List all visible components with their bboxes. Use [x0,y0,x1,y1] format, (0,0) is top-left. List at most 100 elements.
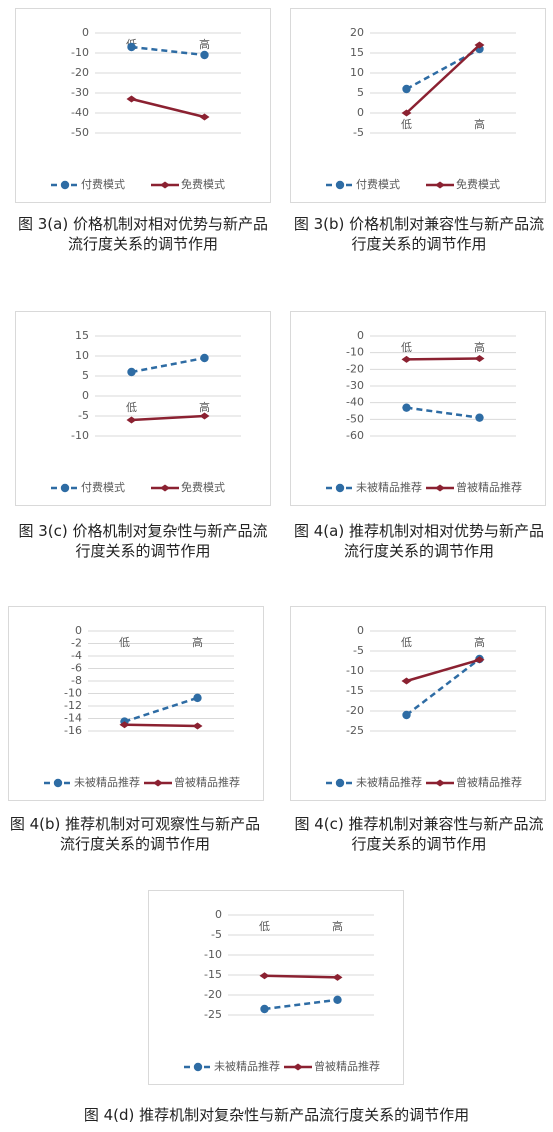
x-tick-label: 高 [192,635,203,649]
x-tick-label: 低 [401,636,412,649]
legend-marker [435,484,445,492]
x-tick-label: 高 [474,340,485,354]
chart-panel: 0-10-20-30-40-50低高付费模式免费模式 [15,8,271,203]
data-point [474,656,485,664]
y-tick-label: -4 [71,649,82,662]
panel-border [290,311,546,506]
series-line [405,658,481,716]
data-point [332,973,343,981]
y-tick-label: -5 [78,409,89,422]
legend-marker [293,1063,303,1071]
y-tick-label: -20 [346,704,364,717]
legend-label: 曾被精品推荐 [456,775,522,789]
data-point [474,355,485,362]
y-tick-label: -10 [204,948,222,961]
data-point [401,109,412,117]
data-point [333,995,342,1004]
y-tick-label: 0 [215,908,222,921]
series-line [131,414,205,422]
legend-label: 免费模式 [456,177,500,191]
figure-caption: 图 4(b) 推荐机制对可观察性与新产品流行度关系的调节作用 [9,815,261,853]
x-tick-label: 低 [401,118,412,131]
legend-label: 曾被精品推荐 [456,480,522,494]
legend-marker [60,180,70,190]
series-line [131,356,205,374]
y-tick-label: -5 [353,644,364,657]
legend-label: 未被精品推荐 [356,775,422,789]
legend-label: 付费模式 [356,178,400,191]
panel-border [148,890,404,1085]
y-tick-label: -25 [346,724,364,737]
x-tick-label: 高 [199,400,210,414]
data-point [126,95,137,103]
data-point [475,413,484,422]
legend-marker [435,181,445,189]
x-tick-label: 低 [119,636,130,649]
data-point [402,84,411,94]
data-point [199,113,210,121]
legend-marker [193,1062,203,1072]
y-tick-label: -15 [346,684,364,697]
x-tick-label: 低 [259,920,270,933]
legend-marker [160,484,170,492]
legend-marker [153,779,163,787]
y-tick-label: -10 [71,429,89,442]
series-line [406,658,480,683]
y-tick-label: -14 [64,712,82,725]
y-tick-label: -10 [71,46,89,59]
figure-caption: 图 3(a) 价格机制对相对优势与新产品流行度关系的调节作用 [18,215,268,253]
series-line [405,44,481,114]
y-tick-label: 0 [75,624,82,637]
data-point [126,416,137,424]
data-point [402,710,411,720]
y-tick-label: 5 [357,86,364,99]
panel-border [290,606,546,801]
legend-marker [53,778,63,788]
data-point [401,355,412,363]
y-tick-label: 15 [350,46,364,59]
y-tick-label: 0 [82,26,89,39]
x-tick-label: 高 [474,117,485,131]
figure-caption: 图 4(c) 推荐机制对兼容性与新产品流行度关系的调节作用 [294,815,544,853]
legend-marker [335,778,345,788]
y-tick-label: -5 [353,126,364,139]
y-tick-label: -50 [71,126,89,139]
y-tick-label: -20 [204,988,222,1001]
x-tick-label: 高 [474,635,485,649]
y-tick-label: 0 [357,624,364,637]
y-tick-label: 5 [82,369,89,382]
y-tick-label: -10 [346,346,364,359]
y-tick-label: 10 [75,349,89,362]
y-tick-label: -25 [204,1008,222,1021]
y-tick-label: -6 [71,662,82,675]
data-point [401,677,412,685]
legend-label: 付费模式 [81,178,125,191]
data-point [127,42,136,52]
legend-marker [335,180,345,190]
figure-caption: 图 4(d) 推荐机制对复杂性与新产品流行度关系的调节作用 [83,1106,470,1124]
y-tick-label: 0 [357,106,364,119]
figure-caption: 图 3(b) 价格机制对兼容性与新产品流行度关系的调节作用 [293,215,545,253]
y-tick-label: -16 [64,724,82,737]
y-tick-label: -30 [71,86,89,99]
y-tick-label: -40 [71,106,89,119]
legend-label: 曾被精品推荐 [174,775,240,789]
figure-caption: 图 4(a) 推荐机制对相对优势与新产品流行度关系的调节作用 [294,522,544,560]
y-tick-label: -60 [346,429,364,442]
legend-label: 曾被精品推荐 [314,1059,380,1073]
legend-marker [435,779,445,787]
series-line [406,406,480,419]
y-tick-label: -50 [346,412,364,425]
y-tick-label: 10 [350,66,364,79]
x-tick-label: 低 [401,341,412,354]
figure-caption: 图 3(c) 价格机制对复杂性与新产品流行度关系的调节作用 [18,522,268,560]
x-tick-label: 低 [126,401,137,414]
panel-border [290,8,546,203]
legend-marker [60,483,70,493]
y-tick-label: -40 [346,396,364,409]
y-tick-label: 15 [75,329,89,342]
